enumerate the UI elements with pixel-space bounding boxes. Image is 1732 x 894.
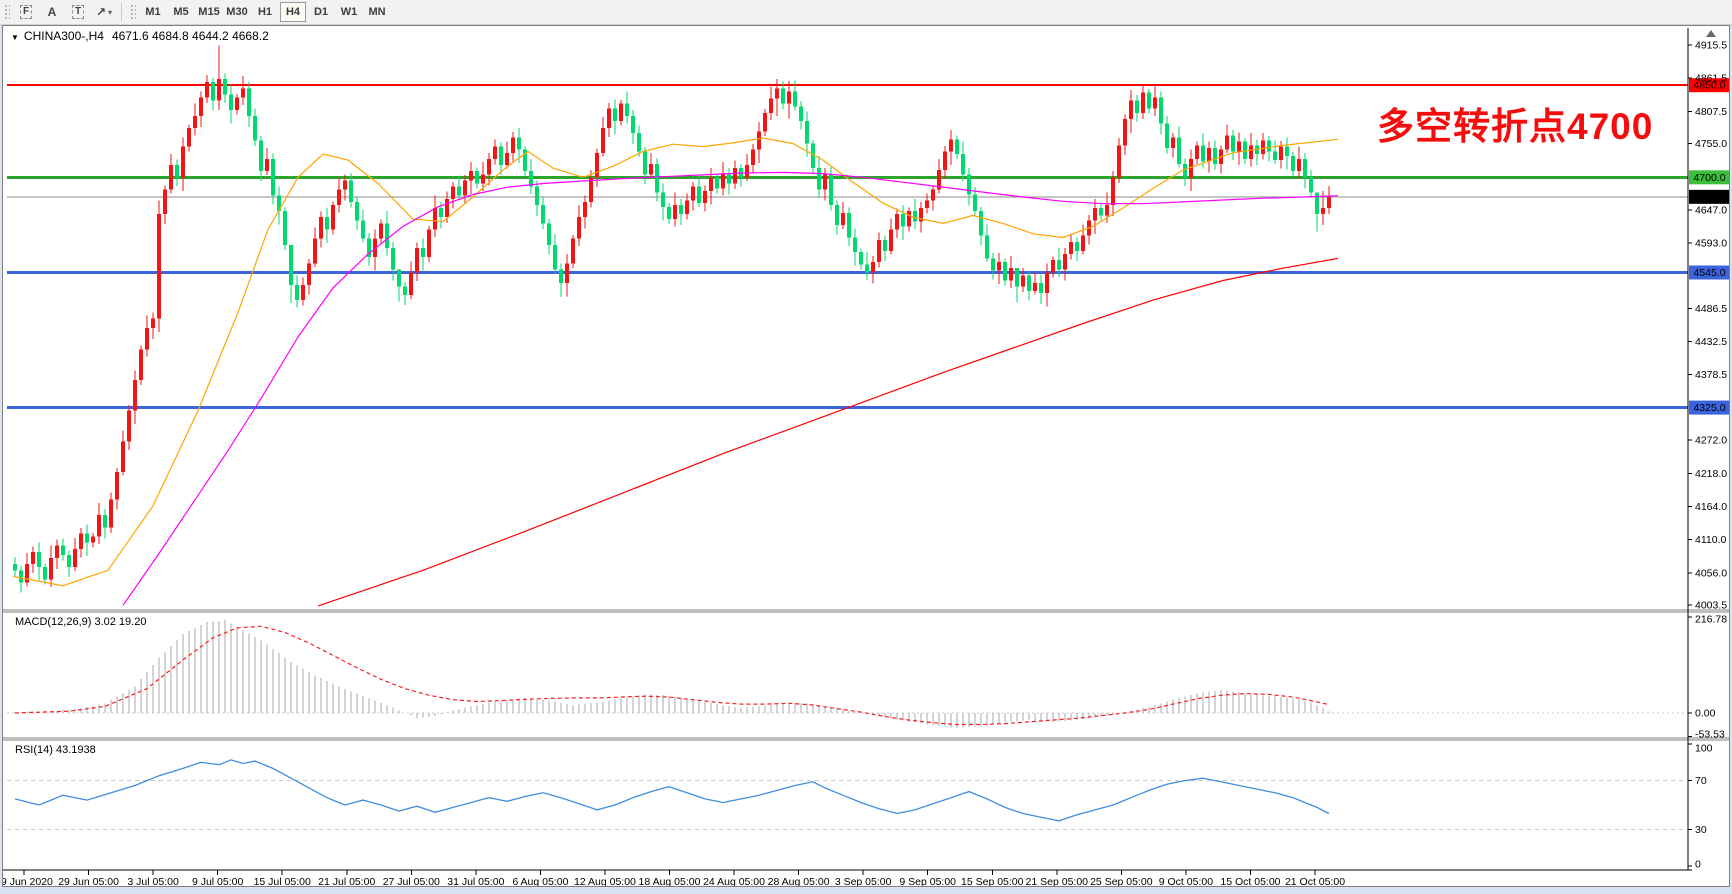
drawing-tools-group: F A T ↗ ▾ xyxy=(13,2,117,23)
svg-text:4486.5: 4486.5 xyxy=(1695,303,1727,315)
svg-text:4272.0: 4272.0 xyxy=(1695,435,1727,447)
ma-mid-magenta xyxy=(122,171,1339,606)
chart-expander-icon[interactable]: ▼ xyxy=(11,33,19,42)
timeframe-m1-button[interactable]: M1 xyxy=(145,6,161,18)
svg-text:4432.5: 4432.5 xyxy=(1695,336,1727,348)
macd-pane xyxy=(7,620,1688,729)
svg-text:9 Jul 05:00: 9 Jul 05:00 xyxy=(192,876,244,886)
svg-text:15 Jul 05:00: 15 Jul 05:00 xyxy=(254,876,311,886)
svg-text:9 Oct 05:00: 9 Oct 05:00 xyxy=(1159,876,1213,886)
svg-text:4668.2: 4668.2 xyxy=(1693,191,1725,203)
svg-text:-53.53: -53.53 xyxy=(1695,729,1725,741)
svg-text:3 Jul 05:00: 3 Jul 05:00 xyxy=(127,876,179,886)
svg-text:28 Aug 05:00: 28 Aug 05:00 xyxy=(768,876,830,886)
svg-text:4218.0: 4218.0 xyxy=(1695,468,1727,480)
svg-text:4755.0: 4755.0 xyxy=(1695,138,1727,150)
svg-text:9 Sep 05:00: 9 Sep 05:00 xyxy=(899,876,956,886)
svg-text:3 Sep 05:00: 3 Sep 05:00 xyxy=(835,876,892,886)
svg-text:4593.0: 4593.0 xyxy=(1695,238,1727,250)
svg-text:4545.0: 4545.0 xyxy=(1693,267,1725,279)
label-tool-icon[interactable]: T xyxy=(66,2,90,23)
svg-text:4110.0: 4110.0 xyxy=(1695,534,1726,546)
svg-text:29 Jun 05:00: 29 Jun 05:00 xyxy=(58,876,119,886)
symbol-period-label: CHINA300-,H4 xyxy=(23,29,104,43)
timeframe-h4-button[interactable]: H4 xyxy=(280,2,306,22)
timeframe-m15-button[interactable]: M15 xyxy=(198,6,220,18)
svg-text:25 Sep 05:00: 25 Sep 05:00 xyxy=(1090,876,1153,886)
svg-text:6 Aug 05:00: 6 Aug 05:00 xyxy=(512,876,568,886)
annotation-text: 多空转折点4700 xyxy=(1377,106,1654,147)
svg-text:30: 30 xyxy=(1695,824,1707,836)
svg-text:4700.0: 4700.0 xyxy=(1693,172,1725,184)
macd-signal-line xyxy=(14,625,1330,726)
macd-label: MACD(12,26,9) 3.02 19.20 xyxy=(15,616,147,628)
level-badge-4700.0: 4700.0 xyxy=(1689,170,1730,185)
svg-text:24 Aug 05:00: 24 Aug 05:00 xyxy=(703,876,765,886)
fibonacci-tool-icon[interactable]: F xyxy=(14,2,38,23)
rsi-label: RSI(14) 43.1938 xyxy=(15,744,96,756)
ohlc-values: 4671.6 4684.8 4644.2 4668.2 xyxy=(111,29,269,43)
svg-text:4850.0: 4850.0 xyxy=(1693,80,1725,92)
chart-canvas[interactable]: 4850.0 4700.0 4545.0 4325.0 4668.2 4915.5 4861… xyxy=(0,26,1730,888)
svg-text:4807.5: 4807.5 xyxy=(1695,106,1727,118)
svg-text:21 Jul 05:00: 21 Jul 05:00 xyxy=(318,876,375,886)
svg-text:15 Oct 05:00: 15 Oct 05:00 xyxy=(1220,876,1280,886)
rsi-line xyxy=(14,759,1330,822)
svg-text:21 Oct 05:00: 21 Oct 05:00 xyxy=(1285,876,1345,886)
timeframe-mn-button[interactable]: MN xyxy=(368,6,386,18)
rsi-pane xyxy=(7,759,1688,830)
svg-text:70: 70 xyxy=(1695,775,1707,787)
svg-text:4915.5: 4915.5 xyxy=(1695,40,1727,52)
toolbar: F A T ↗ ▾ M1 M5 M15 M30 H1 H4 D1 W1 MN xyxy=(0,0,1732,25)
svg-text:4164.0: 4164.0 xyxy=(1695,501,1727,513)
svg-text:21 Sep 05:00: 21 Sep 05:00 xyxy=(1026,876,1089,886)
price-axis[interactable]: 4850.0 4700.0 4545.0 4325.0 4668.2 xyxy=(1687,28,1730,870)
svg-text:216.78: 216.78 xyxy=(1695,614,1727,626)
timeframe-h1-button[interactable]: H1 xyxy=(257,6,273,18)
svg-text:12 Aug 05:00: 12 Aug 05:00 xyxy=(574,876,636,886)
chart-title: ▼ CHINA300-,H4 4671.6 4684.8 4644.2 4668.2 xyxy=(11,29,269,43)
time-axis[interactable]: 19 Jun 2020 29 Jun 05:00 3 Jul 05:00 9 Jul … xyxy=(0,870,1345,888)
timeframe-group: M1 M5 M15 M30 H1 H4 D1 W1 MN xyxy=(139,2,391,22)
timeframe-w1-button[interactable]: W1 xyxy=(340,6,358,18)
svg-text:0.00: 0.00 xyxy=(1695,708,1716,720)
svg-text:31 Jul 05:00: 31 Jul 05:00 xyxy=(447,876,504,886)
current-price-badge: 4668.2 xyxy=(1689,189,1730,204)
svg-text:100: 100 xyxy=(1695,743,1713,755)
toolbar-separator xyxy=(121,3,122,21)
arrows-tool-icon[interactable]: ↗ ▾ xyxy=(95,5,113,19)
level-badge-4545.0: 4545.0 xyxy=(1689,265,1730,280)
toolbar-grip-2[interactable] xyxy=(129,3,136,21)
toolbar-grip[interactable] xyxy=(3,3,10,21)
svg-text:4378.5: 4378.5 xyxy=(1695,369,1727,381)
timeframe-m5-button[interactable]: M5 xyxy=(173,6,189,18)
ma-slow-red xyxy=(317,257,1339,607)
svg-text:4325.0: 4325.0 xyxy=(1693,402,1725,414)
timeframe-d1-button[interactable]: D1 xyxy=(313,6,329,18)
chart-window: ▼ CHINA300-,H4 4671.6 4684.8 4644.2 4668.2… xyxy=(0,25,1730,888)
svg-text:19 Jun 2020: 19 Jun 2020 xyxy=(3,876,53,886)
svg-text:4003.5: 4003.5 xyxy=(1695,600,1727,612)
text-tool-icon[interactable]: A xyxy=(47,5,57,19)
svg-text:15 Sep 05:00: 15 Sep 05:00 xyxy=(961,876,1024,886)
svg-text:4056.0: 4056.0 xyxy=(1695,567,1727,579)
scroll-marker-icon xyxy=(1706,30,1716,37)
svg-text:27 Jul 05:00: 27 Jul 05:00 xyxy=(383,876,440,886)
svg-text:0: 0 xyxy=(1695,859,1701,871)
svg-text:18 Aug 05:00: 18 Aug 05:00 xyxy=(639,876,701,886)
ma-fast-orange xyxy=(12,137,1339,587)
timeframe-m30-button[interactable]: M30 xyxy=(226,6,248,18)
svg-text:4647.0: 4647.0 xyxy=(1695,204,1727,216)
svg-text:4861.5: 4861.5 xyxy=(1695,73,1727,85)
level-badge-4325.0: 4325.0 xyxy=(1689,400,1730,415)
level-badge-4850.0: 4850.0 xyxy=(1689,78,1730,93)
